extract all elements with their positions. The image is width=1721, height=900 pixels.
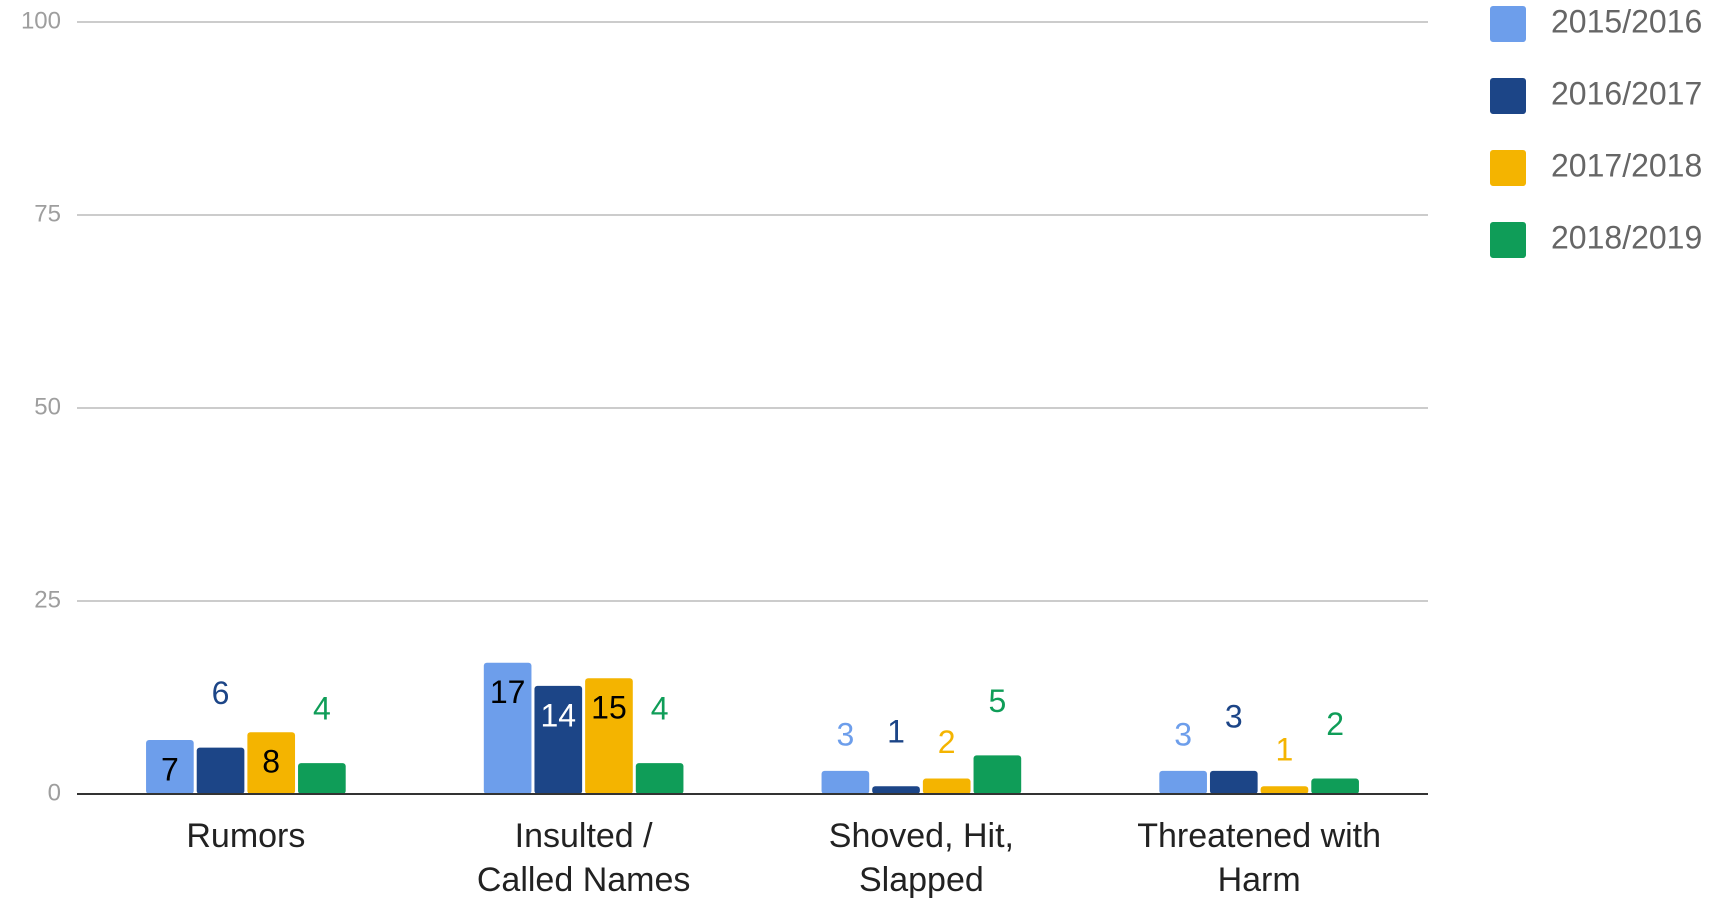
bar [1260,786,1309,794]
bar [1159,770,1207,794]
y-tick-label: 0 [48,779,61,806]
bar [922,778,971,794]
value-label: 14 [540,697,576,733]
value-label: 1 [887,714,905,750]
x-tick-label: Insulted / Called Names [477,817,691,899]
legend-swatch [1490,150,1526,186]
bar [1311,778,1359,794]
bar [585,678,633,794]
value-label: 8 [262,744,280,780]
value-label: 4 [313,691,331,727]
legend-swatch [1490,222,1526,258]
bar [635,763,684,794]
bar [483,662,532,794]
y-tick-label: 25 [34,586,61,613]
value-label: 3 [1225,698,1243,734]
bar [196,747,245,794]
x-tick-label: Rumors [186,817,305,855]
value-label: 1 [1276,732,1294,768]
y-tick-label: 75 [34,200,61,227]
bar [534,685,583,794]
bar [821,770,870,794]
legend-swatch [1490,6,1526,42]
value-label: 4 [651,691,669,727]
value-label: 15 [591,690,627,726]
value-label: 17 [490,674,526,710]
legend-label: 2015/2016 [1551,3,1702,39]
bar [1209,770,1258,794]
value-label: 3 [836,716,854,752]
value-label: 2 [1326,706,1344,742]
bar [146,739,194,794]
x-tick-label: Threatened with Harm [1137,817,1381,899]
bar [298,763,346,794]
legend-label: 2017/2018 [1551,147,1702,183]
legend-swatch [1490,78,1526,114]
value-label: 2 [938,724,956,760]
x-tick-label: Shoved, Hit, Slapped [829,817,1014,899]
value-label: 6 [212,675,230,711]
bar [247,732,296,794]
value-label: 3 [1174,716,1192,752]
bar [872,786,920,794]
legend-label: 2016/2017 [1551,75,1702,111]
bar [973,755,1022,794]
y-tick-label: 50 [34,393,61,420]
legend-label: 2018/2019 [1551,219,1702,255]
y-tick-label: 100 [21,7,61,34]
value-label: 7 [161,751,179,787]
value-label: 5 [988,683,1006,719]
